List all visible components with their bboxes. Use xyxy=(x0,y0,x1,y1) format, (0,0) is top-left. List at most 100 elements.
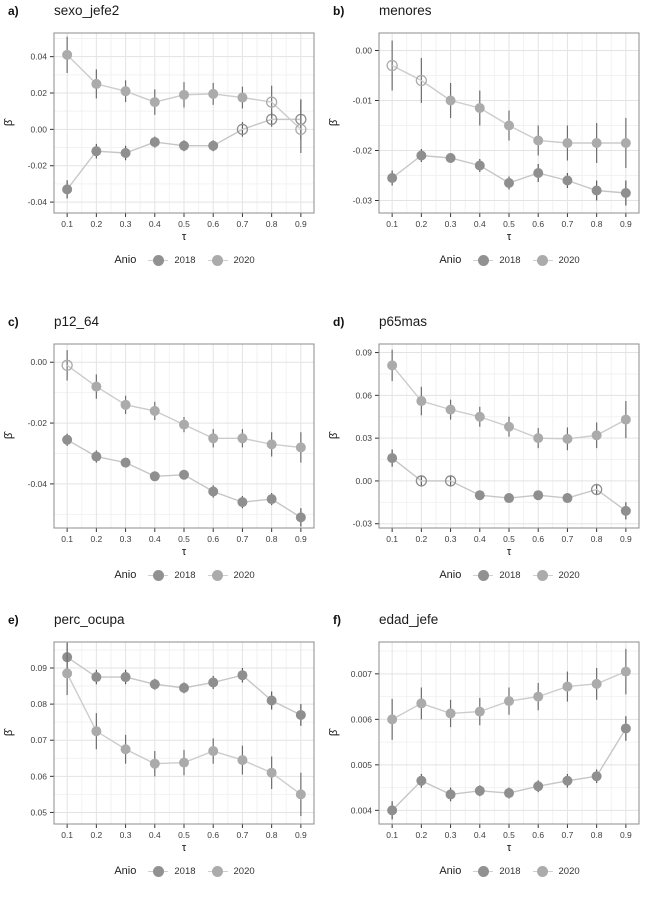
legend-title: Anio xyxy=(439,865,462,877)
svg-text:0.4: 0.4 xyxy=(474,534,486,544)
svg-text:0.06: 0.06 xyxy=(30,771,47,781)
legend-dot-icon xyxy=(477,865,489,877)
panel-b-header: b) menores xyxy=(325,3,650,27)
legend-dot-icon xyxy=(152,254,164,266)
legend-title: Anio xyxy=(114,569,137,581)
svg-text:0.4: 0.4 xyxy=(474,830,486,840)
legend-key-label: 2018 xyxy=(499,865,521,877)
legend-dot-icon xyxy=(537,865,549,877)
svg-text:0.7: 0.7 xyxy=(237,219,249,229)
svg-text:-0.02: -0.02 xyxy=(28,161,48,171)
svg-text:0.9: 0.9 xyxy=(620,219,632,229)
svg-text:0.7: 0.7 xyxy=(237,830,249,840)
legend-point-icon xyxy=(148,254,169,266)
legend-title: Anio xyxy=(439,254,462,266)
chart-b-plot: 0.00 -0.01 -0.02 -0.03 0.1 0.2 0.3 0.4 0.5 0.6 0.7… xyxy=(328,32,640,243)
legend: Anio 2018 2020 xyxy=(0,569,325,581)
svg-text:0.07: 0.07 xyxy=(30,735,47,745)
panel-title: sexo_jefe2 xyxy=(54,3,120,18)
panel-a-header: a) sexo_jefe2 xyxy=(0,3,325,27)
legend-dot-icon xyxy=(212,254,224,266)
legend-point-icon xyxy=(473,254,494,266)
svg-text:β̂: β̂ xyxy=(328,728,340,736)
svg-text:0.5: 0.5 xyxy=(178,534,190,544)
legend-key-label: 2020 xyxy=(558,569,580,581)
svg-text:0.5: 0.5 xyxy=(178,219,190,229)
svg-text:0.05: 0.05 xyxy=(30,807,47,817)
svg-text:0.6: 0.6 xyxy=(532,534,544,544)
svg-text:0.1: 0.1 xyxy=(61,534,73,544)
legend-point-icon xyxy=(532,569,553,581)
svg-text:0.2: 0.2 xyxy=(415,534,427,544)
svg-text:0.9: 0.9 xyxy=(620,830,632,840)
legend-point-icon xyxy=(207,254,228,266)
legend-key-label: 2018 xyxy=(174,254,196,266)
svg-text:-0.03: -0.03 xyxy=(353,519,373,529)
legend-key-2018: 2018 xyxy=(148,865,196,877)
chart-a-plot: 0.04 0.02 0.00 -0.02 -0.04 0.1 0.2 0.3 0.4 0.5 0.6… xyxy=(3,32,315,243)
svg-text:β̂: β̂ xyxy=(328,431,340,439)
legend-key-label: 2020 xyxy=(233,865,255,877)
legend-key-label: 2020 xyxy=(233,254,255,266)
legend-key-label: 2018 xyxy=(174,569,196,581)
svg-text:0.004: 0.004 xyxy=(351,805,373,815)
svg-text:0.8: 0.8 xyxy=(266,219,278,229)
svg-text:0.1: 0.1 xyxy=(386,534,398,544)
svg-text:-0.04: -0.04 xyxy=(28,479,48,489)
legend-key-2020: 2020 xyxy=(207,254,255,266)
svg-text:β̂: β̂ xyxy=(328,118,340,126)
svg-text:0.5: 0.5 xyxy=(503,830,515,840)
legend-dot-icon xyxy=(537,254,549,266)
legend-point-icon xyxy=(148,569,169,581)
svg-text:0.005: 0.005 xyxy=(351,760,373,770)
legend-point-icon xyxy=(532,254,553,266)
legend-point-icon xyxy=(207,865,228,877)
svg-text:-0.01: -0.01 xyxy=(353,96,373,106)
svg-text:0.9: 0.9 xyxy=(620,534,632,544)
panel-letter: a) xyxy=(8,4,19,18)
legend-key-2018: 2018 xyxy=(473,865,521,877)
svg-text:0.2: 0.2 xyxy=(90,830,102,840)
legend: Anio 2018 2020 xyxy=(325,865,650,877)
legend-dot-icon xyxy=(212,865,224,877)
svg-text:0.8: 0.8 xyxy=(591,830,603,840)
chart-d-plot: 0.09 0.06 0.03 0.00 -0.03 0.1 0.2 0.3 0.4 0.5 0.6 0… xyxy=(328,343,640,558)
panel-e-header: e) perc_ocupa xyxy=(0,612,325,636)
svg-text:0.006: 0.006 xyxy=(351,714,373,724)
svg-text:0.00: 0.00 xyxy=(355,46,372,56)
legend-key-2020: 2020 xyxy=(532,569,580,581)
svg-text:0.4: 0.4 xyxy=(149,534,161,544)
legend-key-2020: 2020 xyxy=(532,865,580,877)
svg-text:0.6: 0.6 xyxy=(532,830,544,840)
legend-key-label: 2020 xyxy=(558,865,580,877)
panel-title: menores xyxy=(379,3,432,18)
svg-text:-0.04: -0.04 xyxy=(28,197,48,207)
svg-text:0.007: 0.007 xyxy=(351,669,373,679)
svg-text:0.9: 0.9 xyxy=(295,219,307,229)
legend-point-icon xyxy=(532,865,553,877)
svg-text:0.4: 0.4 xyxy=(149,830,161,840)
legend-point-icon xyxy=(148,865,169,877)
legend-key-label: 2018 xyxy=(174,865,196,877)
legend-key-2018: 2018 xyxy=(148,254,196,266)
panel-e: e) perc_ocupa 0.09 0.08 0.07 0.06 0.05 0.1 0.2… xyxy=(0,600,325,900)
legend: Anio 2018 2020 xyxy=(325,569,650,581)
panel-letter: c) xyxy=(8,315,19,329)
svg-text:0.2: 0.2 xyxy=(415,830,427,840)
svg-text:0.00: 0.00 xyxy=(355,476,372,486)
legend-key-2018: 2018 xyxy=(148,569,196,581)
svg-text:0.4: 0.4 xyxy=(149,219,161,229)
legend: Anio 2018 2020 xyxy=(325,254,650,266)
legend-dot-icon xyxy=(477,569,489,581)
chart-e-plot: 0.09 0.08 0.07 0.06 0.05 0.1 0.2 0.3 0.4 0.5 0.6 0.… xyxy=(3,641,315,854)
svg-text:0.9: 0.9 xyxy=(295,534,307,544)
svg-text:0.1: 0.1 xyxy=(386,830,398,840)
legend-dot-icon xyxy=(537,569,549,581)
panel-letter: f) xyxy=(333,613,341,627)
svg-text:0.5: 0.5 xyxy=(178,830,190,840)
legend-key-2018: 2018 xyxy=(473,254,521,266)
panel-f-header: f) edad_jefe xyxy=(325,612,650,636)
svg-text:0.8: 0.8 xyxy=(591,219,603,229)
panel-title: p65mas xyxy=(379,314,428,329)
